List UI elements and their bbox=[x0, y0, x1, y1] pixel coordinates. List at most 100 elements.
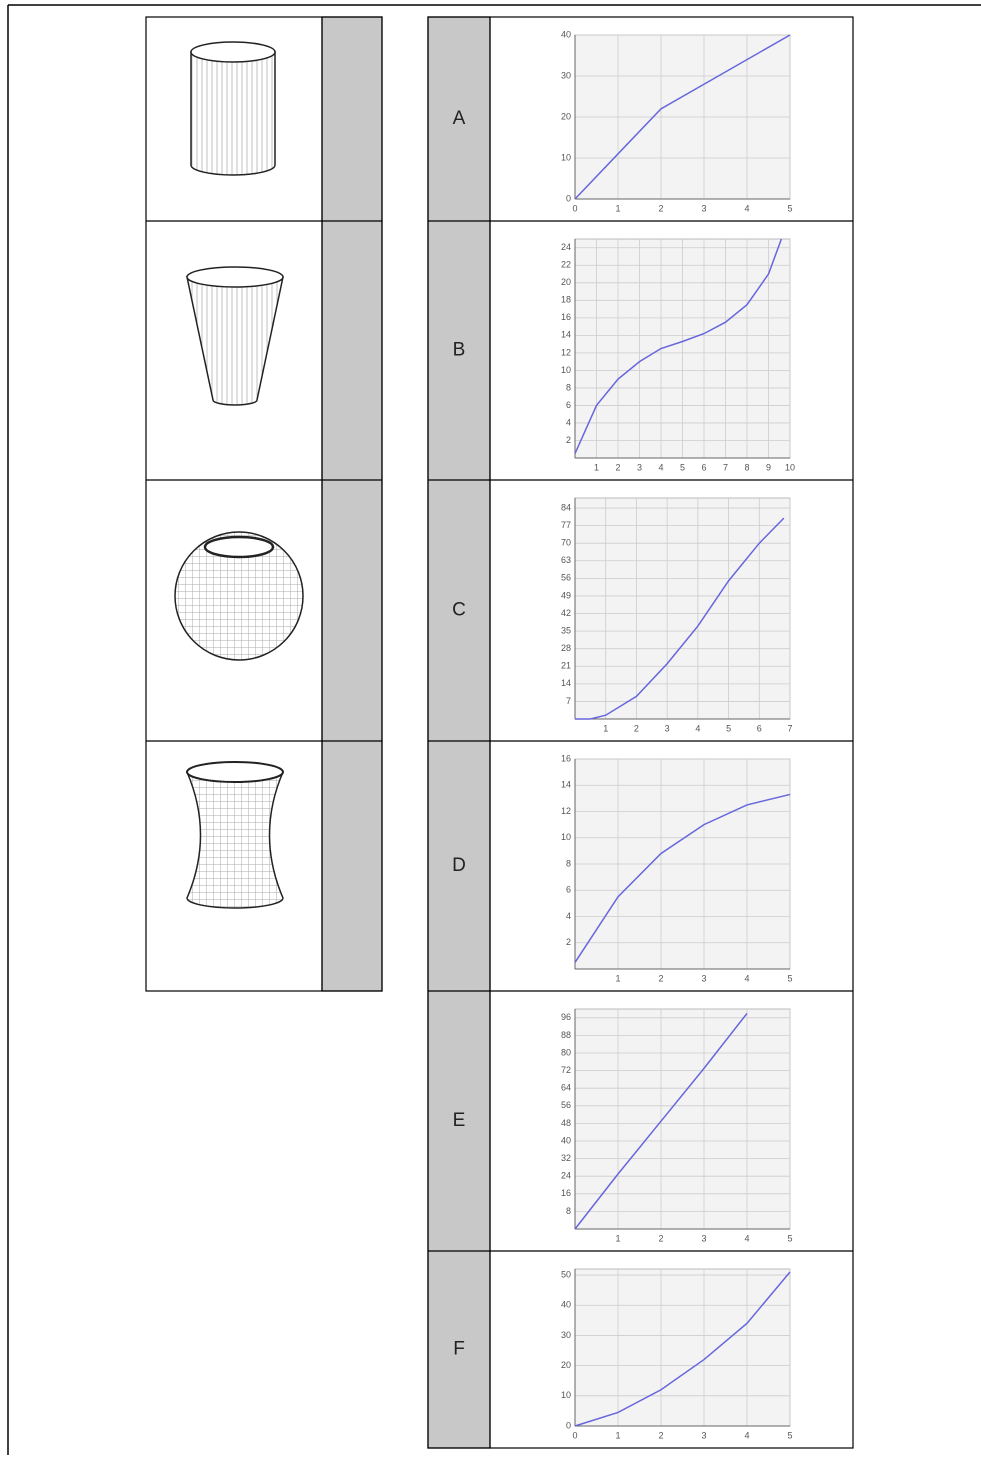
hyperboloid bbox=[185, 761, 285, 909]
y-tick-label: 8 bbox=[566, 858, 571, 868]
y-tick-label: 10 bbox=[561, 365, 571, 375]
sphere bbox=[174, 531, 304, 661]
x-tick-label: 1 bbox=[594, 462, 599, 472]
x-tick-label: 5 bbox=[787, 973, 792, 983]
x-tick-label: 3 bbox=[701, 203, 706, 213]
cylinder bbox=[190, 41, 276, 176]
x-tick-label: 2 bbox=[658, 203, 663, 213]
y-tick-label: 24 bbox=[561, 1171, 571, 1181]
y-tick-label: 4 bbox=[566, 417, 571, 427]
y-tick-label: 12 bbox=[561, 347, 571, 357]
x-tick-label: 3 bbox=[701, 973, 706, 983]
y-tick-label: 40 bbox=[561, 1300, 571, 1310]
y-tick-label: 10 bbox=[561, 152, 571, 162]
y-tick-label: 42 bbox=[561, 608, 571, 618]
x-tick-label: 2 bbox=[658, 973, 663, 983]
y-tick-label: 30 bbox=[561, 1330, 571, 1340]
row-label: B bbox=[453, 340, 466, 361]
y-tick-label: 6 bbox=[566, 885, 571, 895]
x-tick-label: 1 bbox=[615, 1233, 620, 1243]
x-tick-label: 3 bbox=[665, 723, 670, 733]
x-tick-label: 1 bbox=[615, 1430, 620, 1440]
x-tick-label: 3 bbox=[701, 1430, 706, 1440]
x-tick-label: 2 bbox=[658, 1233, 663, 1243]
y-tick-label: 48 bbox=[561, 1118, 571, 1128]
curve bbox=[575, 517, 785, 720]
y-tick-label: 8 bbox=[566, 382, 571, 392]
y-tick-label: 35 bbox=[561, 625, 571, 635]
row-label: D bbox=[452, 855, 466, 876]
x-tick-label: 5 bbox=[726, 723, 731, 733]
y-tick-label: 22 bbox=[561, 260, 571, 270]
x-tick-label: 1 bbox=[615, 203, 620, 213]
x-tick-label: 7 bbox=[787, 723, 792, 733]
x-tick-label: 2 bbox=[634, 723, 639, 733]
y-tick-label: 12 bbox=[561, 806, 571, 816]
x-tick-label: 3 bbox=[701, 1233, 706, 1243]
y-tick-label: 56 bbox=[561, 1100, 571, 1110]
curve bbox=[574, 1271, 791, 1427]
x-tick-label: 0 bbox=[572, 203, 577, 213]
y-tick-label: 80 bbox=[561, 1047, 571, 1057]
cone bbox=[186, 266, 284, 406]
y-tick-label: 4 bbox=[566, 911, 571, 921]
y-tick-label: 88 bbox=[561, 1030, 571, 1040]
curve bbox=[574, 793, 791, 963]
y-tick-label: 16 bbox=[561, 312, 571, 322]
y-tick-label: 2 bbox=[566, 937, 571, 947]
y-tick-label: 10 bbox=[561, 832, 571, 842]
y-tick-label: 28 bbox=[561, 643, 571, 653]
plot-area bbox=[574, 1268, 791, 1427]
x-tick-label: 1 bbox=[615, 973, 620, 983]
x-tick-label: 2 bbox=[615, 462, 620, 472]
y-tick-label: 20 bbox=[561, 111, 571, 121]
x-tick-label: 9 bbox=[766, 462, 771, 472]
y-tick-label: 49 bbox=[561, 590, 571, 600]
y-tick-label: 18 bbox=[561, 295, 571, 305]
y-tick-label: 70 bbox=[561, 538, 571, 548]
x-tick-label: 4 bbox=[744, 1233, 749, 1243]
page-border bbox=[7, 4, 981, 1455]
y-tick-label: 10 bbox=[561, 1390, 571, 1400]
plot-area bbox=[574, 497, 791, 720]
y-tick-label: 64 bbox=[561, 1083, 571, 1093]
x-tick-label: 4 bbox=[744, 973, 749, 983]
y-tick-label: 0 bbox=[566, 193, 571, 203]
x-tick-label: 2 bbox=[658, 1430, 663, 1440]
y-tick-label: 16 bbox=[561, 753, 571, 763]
x-tick-label: 5 bbox=[787, 1233, 792, 1243]
y-tick-label: 24 bbox=[561, 242, 571, 252]
y-tick-label: 50 bbox=[561, 1269, 571, 1279]
y-tick-label: 8 bbox=[566, 1206, 571, 1216]
x-tick-label: 5 bbox=[787, 1430, 792, 1440]
y-tick-label: 72 bbox=[561, 1065, 571, 1075]
x-tick-label: 4 bbox=[744, 1430, 749, 1440]
row-label: C bbox=[452, 600, 466, 621]
y-tick-label: 84 bbox=[561, 502, 571, 512]
row-label: E bbox=[453, 1110, 466, 1131]
y-tick-label: 2 bbox=[566, 435, 571, 445]
x-tick-label: 1 bbox=[603, 723, 608, 733]
container-table bbox=[145, 16, 383, 992]
y-tick-label: 21 bbox=[561, 661, 571, 671]
x-tick-label: 4 bbox=[744, 203, 749, 213]
curve bbox=[574, 1012, 748, 1230]
graph-table bbox=[427, 16, 854, 1449]
y-tick-label: 20 bbox=[561, 277, 571, 287]
y-tick-label: 6 bbox=[566, 400, 571, 410]
y-tick-label: 20 bbox=[561, 1360, 571, 1370]
row-label: F bbox=[453, 1339, 465, 1360]
y-tick-label: 14 bbox=[561, 330, 571, 340]
x-tick-label: 7 bbox=[723, 462, 728, 472]
y-tick-label: 40 bbox=[561, 1135, 571, 1145]
y-tick-label: 40 bbox=[561, 29, 571, 39]
y-tick-label: 63 bbox=[561, 555, 571, 565]
y-tick-label: 14 bbox=[561, 780, 571, 790]
x-tick-label: 6 bbox=[757, 723, 762, 733]
y-tick-label: 96 bbox=[561, 1012, 571, 1022]
curve bbox=[574, 238, 783, 454]
x-tick-label: 0 bbox=[572, 1430, 577, 1440]
y-tick-label: 56 bbox=[561, 573, 571, 583]
y-tick-label: 0 bbox=[566, 1420, 571, 1430]
